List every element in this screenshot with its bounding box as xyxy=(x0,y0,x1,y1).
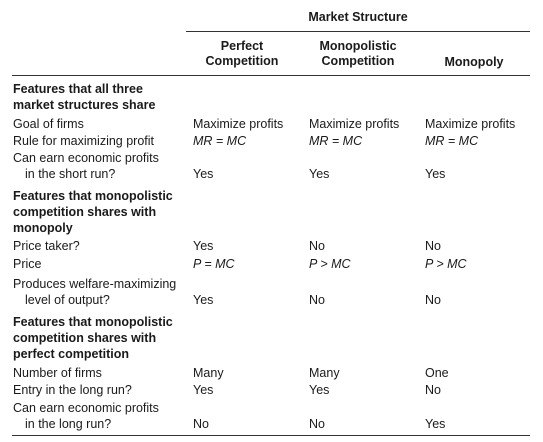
cell-entry-monopolistic: Yes xyxy=(309,383,330,397)
cell-entry-monopoly: No xyxy=(425,383,441,397)
cell-price-perfect: P = MC xyxy=(193,257,235,271)
cell-welfare-monopolistic: No xyxy=(309,293,325,307)
cell-long-run-perfect: No xyxy=(193,417,209,431)
cell-firms-perfect: Many xyxy=(193,366,224,380)
section-heading-line: Features that all three xyxy=(13,82,143,96)
cell-price-monopolistic: P > MC xyxy=(309,257,351,271)
column-header-line1: Monopolistic xyxy=(319,39,397,53)
row-label-entry-long-run: Entry in the long run? xyxy=(13,383,132,397)
cell-goal-monopoly: Maximize profits xyxy=(425,117,516,131)
row-label-welfare-maximizing-output: Produces welfare-maximizing level of out… xyxy=(13,276,176,308)
cell-entry-perfect: Yes xyxy=(193,383,214,397)
cell-long-run-monopolistic: No xyxy=(309,417,325,431)
cell-price-taker-perfect: Yes xyxy=(193,239,214,253)
table-bottom-rule xyxy=(12,435,530,436)
cell-price-monopoly: P > MC xyxy=(425,257,467,271)
row-label-line: in the short run? xyxy=(25,167,116,181)
column-header-line2: Competition xyxy=(205,54,279,68)
row-label-economic-profits-long-run: Can earn economic profits in the long ru… xyxy=(13,400,159,432)
section-heading-line: Features that monopolistic xyxy=(13,315,173,329)
column-header-line1: Perfect xyxy=(220,39,264,53)
row-label-economic-profits-short-run: Can earn economic profits in the short r… xyxy=(13,150,159,182)
cell-firms-monopolistic: Many xyxy=(309,366,340,380)
row-label-line: level of output? xyxy=(25,293,110,307)
section-heading-monopolistic-with-perfect: Features that monopolistic competition s… xyxy=(13,314,173,362)
row-label-price: Price xyxy=(13,257,42,271)
header-divider-top xyxy=(186,31,530,32)
row-label-line: in the long run? xyxy=(25,417,112,431)
column-header-perfect-competition: Perfect Competition xyxy=(186,39,298,69)
cell-welfare-perfect: Yes xyxy=(193,293,214,307)
section-heading-line: perfect competition xyxy=(13,347,129,361)
cell-goal-monopolistic: Maximize profits xyxy=(309,117,400,131)
column-header-line2: Monopoly xyxy=(444,55,504,69)
row-label-price-taker: Price taker? xyxy=(13,239,80,253)
column-header-monopolistic-competition: Monopolistic Competition xyxy=(302,39,414,69)
cell-short-run-perfect: Yes xyxy=(193,167,214,181)
cell-long-run-monopoly: Yes xyxy=(425,417,446,431)
cell-short-run-monopolistic: Yes xyxy=(309,167,330,181)
market-structure-title: Market Structure xyxy=(308,10,408,24)
section-heading-line: competition shares with xyxy=(13,205,157,219)
row-label-line: Can earn economic profits xyxy=(13,401,159,415)
header-divider-bottom xyxy=(12,75,530,76)
row-label-goal-of-firms: Goal of firms xyxy=(13,117,84,131)
cell-short-run-monopoly: Yes xyxy=(425,167,446,181)
section-heading-line: market structures share xyxy=(13,98,156,112)
row-label-line: Can earn economic profits xyxy=(13,151,159,165)
column-header-line2: Competition xyxy=(321,54,395,68)
row-label-line: Produces welfare-maximizing xyxy=(13,277,177,291)
column-header-monopoly: Monopoly xyxy=(418,55,530,70)
section-heading-line: competition shares with xyxy=(13,331,157,345)
row-label-number-of-firms: Number of firms xyxy=(13,366,102,380)
section-heading-line: Features that monopolistic xyxy=(13,189,173,203)
section-heading-monopolistic-with-monopoly: Features that monopolistic competition s… xyxy=(13,188,173,236)
cell-rule-perfect: MR = MC xyxy=(193,134,247,148)
cell-firms-monopoly: One xyxy=(425,366,449,380)
section-heading-line: monopoly xyxy=(13,221,73,235)
cell-welfare-monopoly: No xyxy=(425,293,441,307)
cell-price-taker-monopolistic: No xyxy=(309,239,325,253)
cell-goal-perfect: Maximize profits xyxy=(193,117,284,131)
row-label-rule-for-maximizing-profit: Rule for maximizing profit xyxy=(13,134,155,148)
cell-rule-monopoly: MR = MC xyxy=(425,134,479,148)
section-heading-all-three: Features that all three market structure… xyxy=(13,81,155,113)
cell-price-taker-monopoly: No xyxy=(425,239,441,253)
cell-rule-monopolistic: MR = MC xyxy=(309,134,363,148)
